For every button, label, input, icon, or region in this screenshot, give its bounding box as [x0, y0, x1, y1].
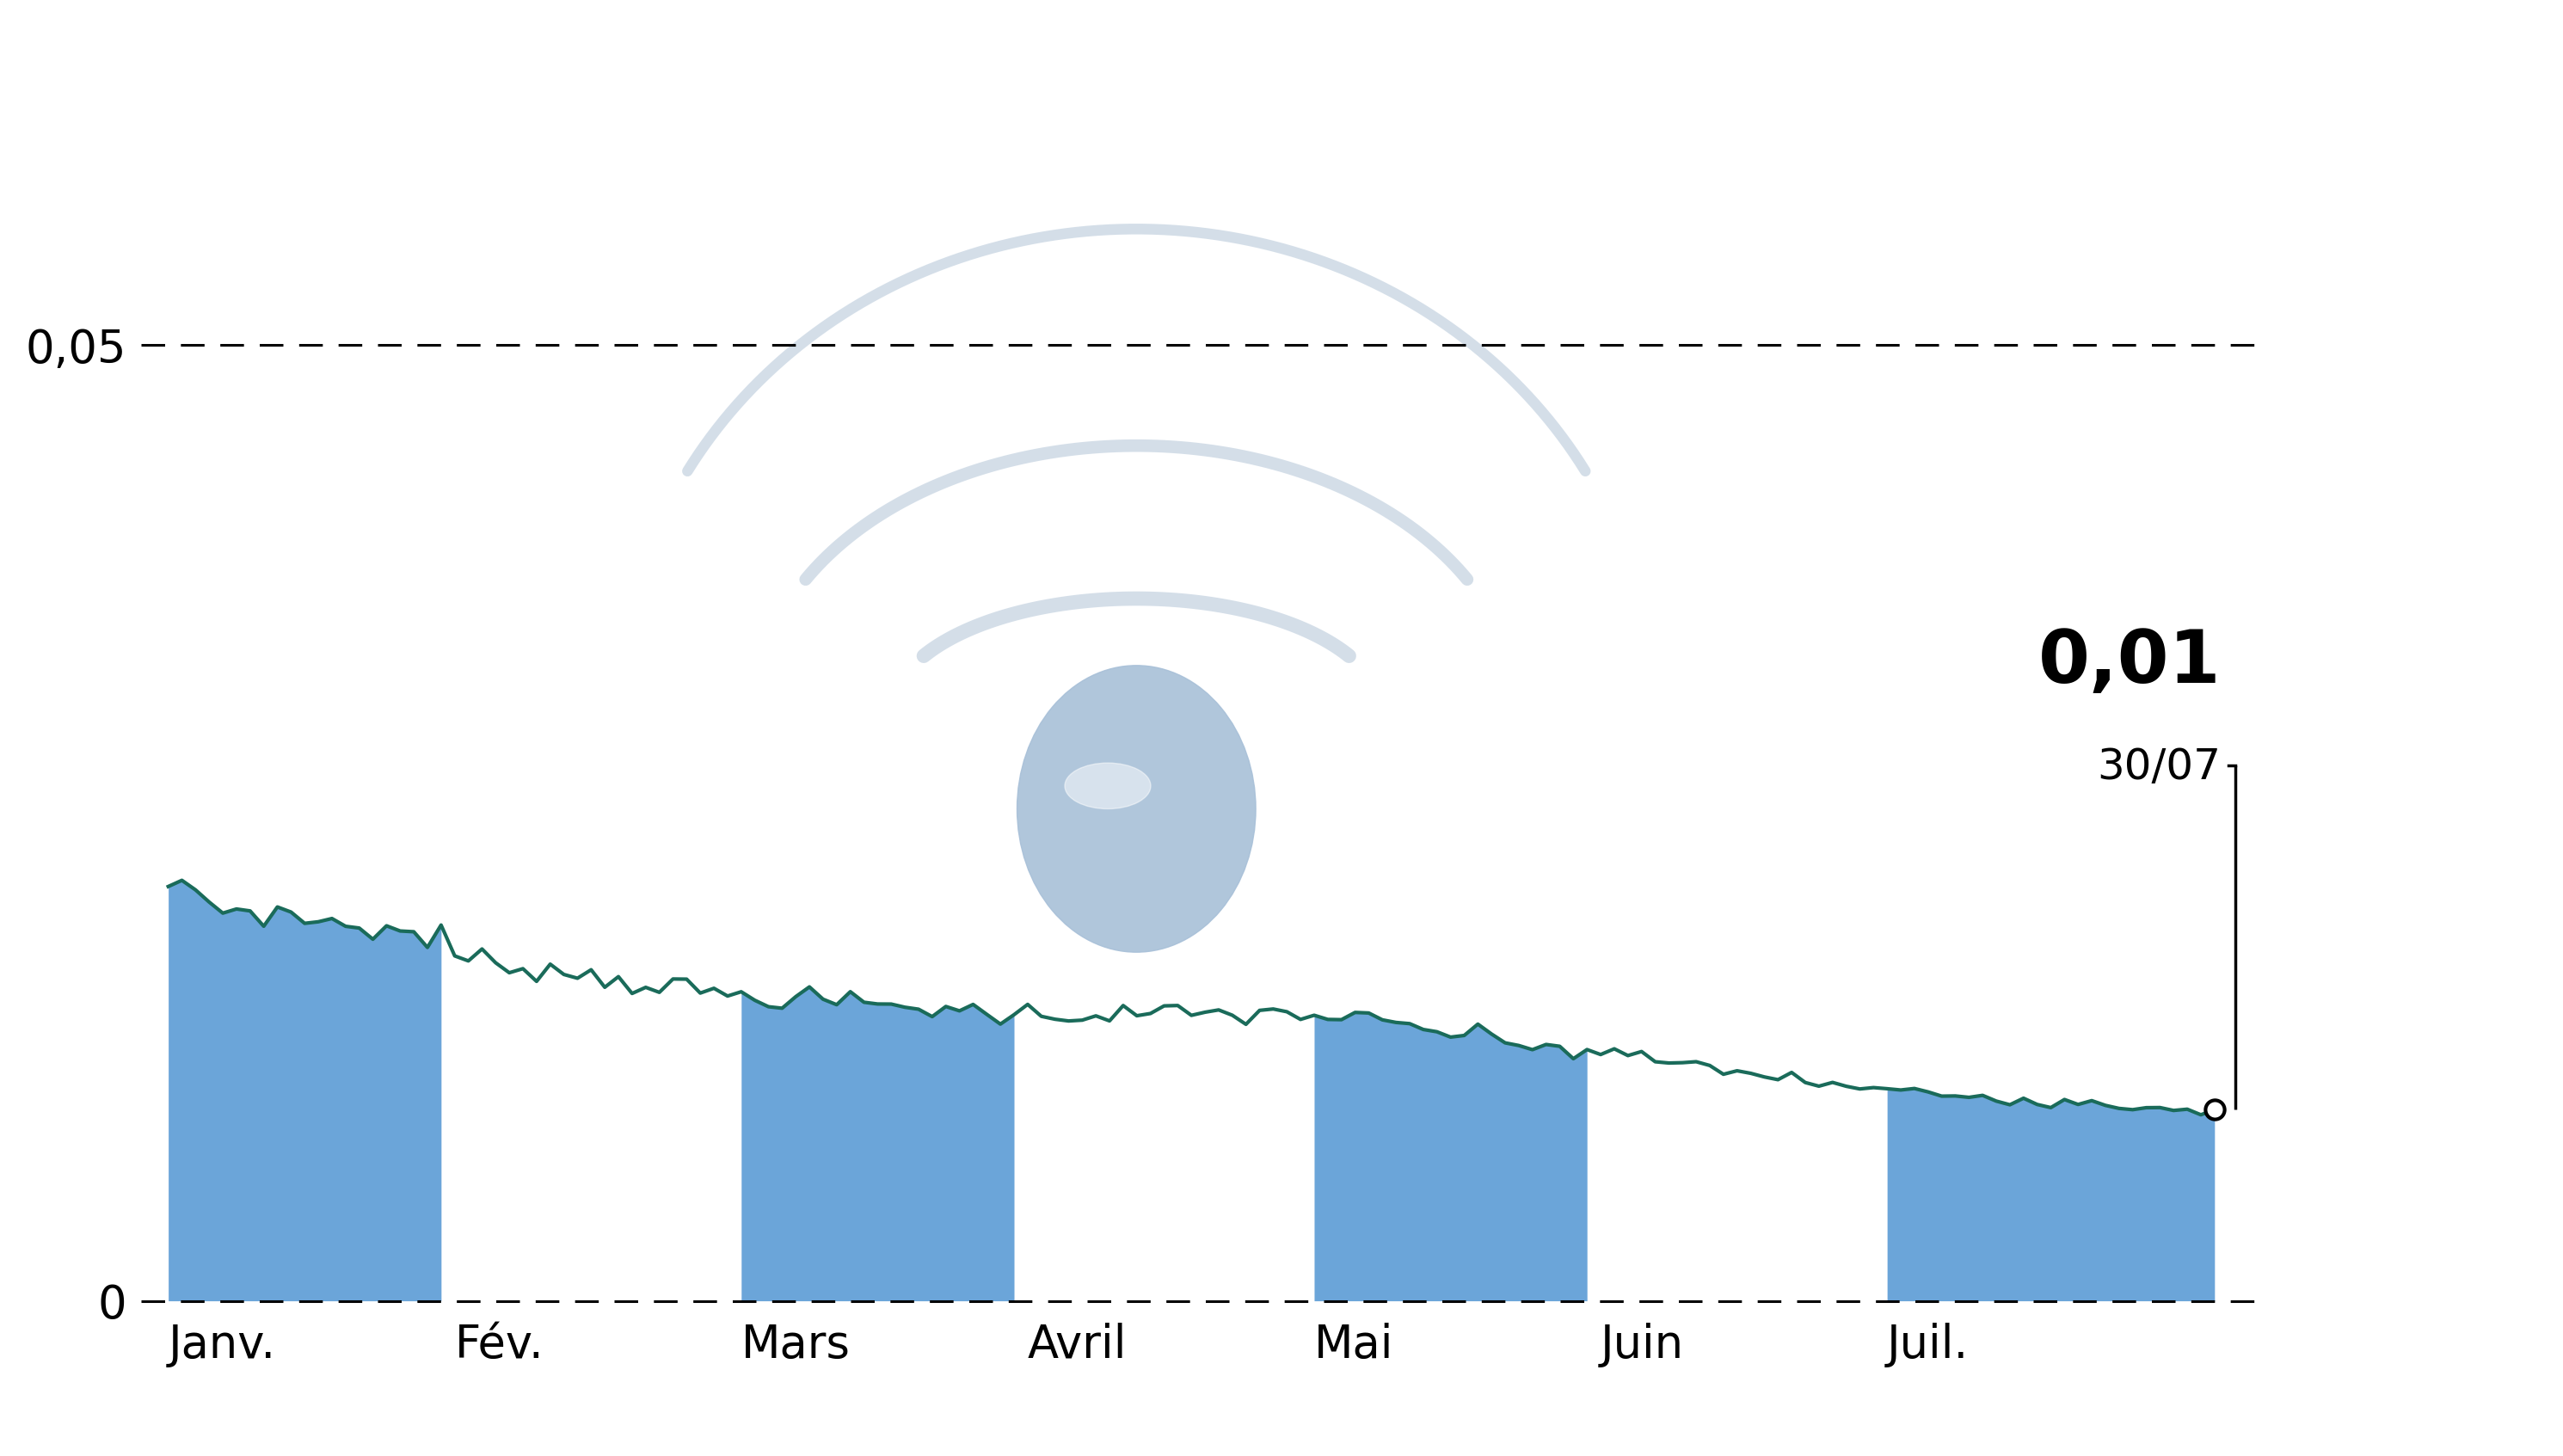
Text: 0,01: 0,01: [2038, 628, 2222, 699]
Ellipse shape: [1018, 665, 1256, 952]
Text: DRONE VOLT: DRONE VOLT: [943, 13, 1620, 106]
Ellipse shape: [1064, 763, 1151, 810]
Text: 30/07: 30/07: [2097, 747, 2222, 788]
